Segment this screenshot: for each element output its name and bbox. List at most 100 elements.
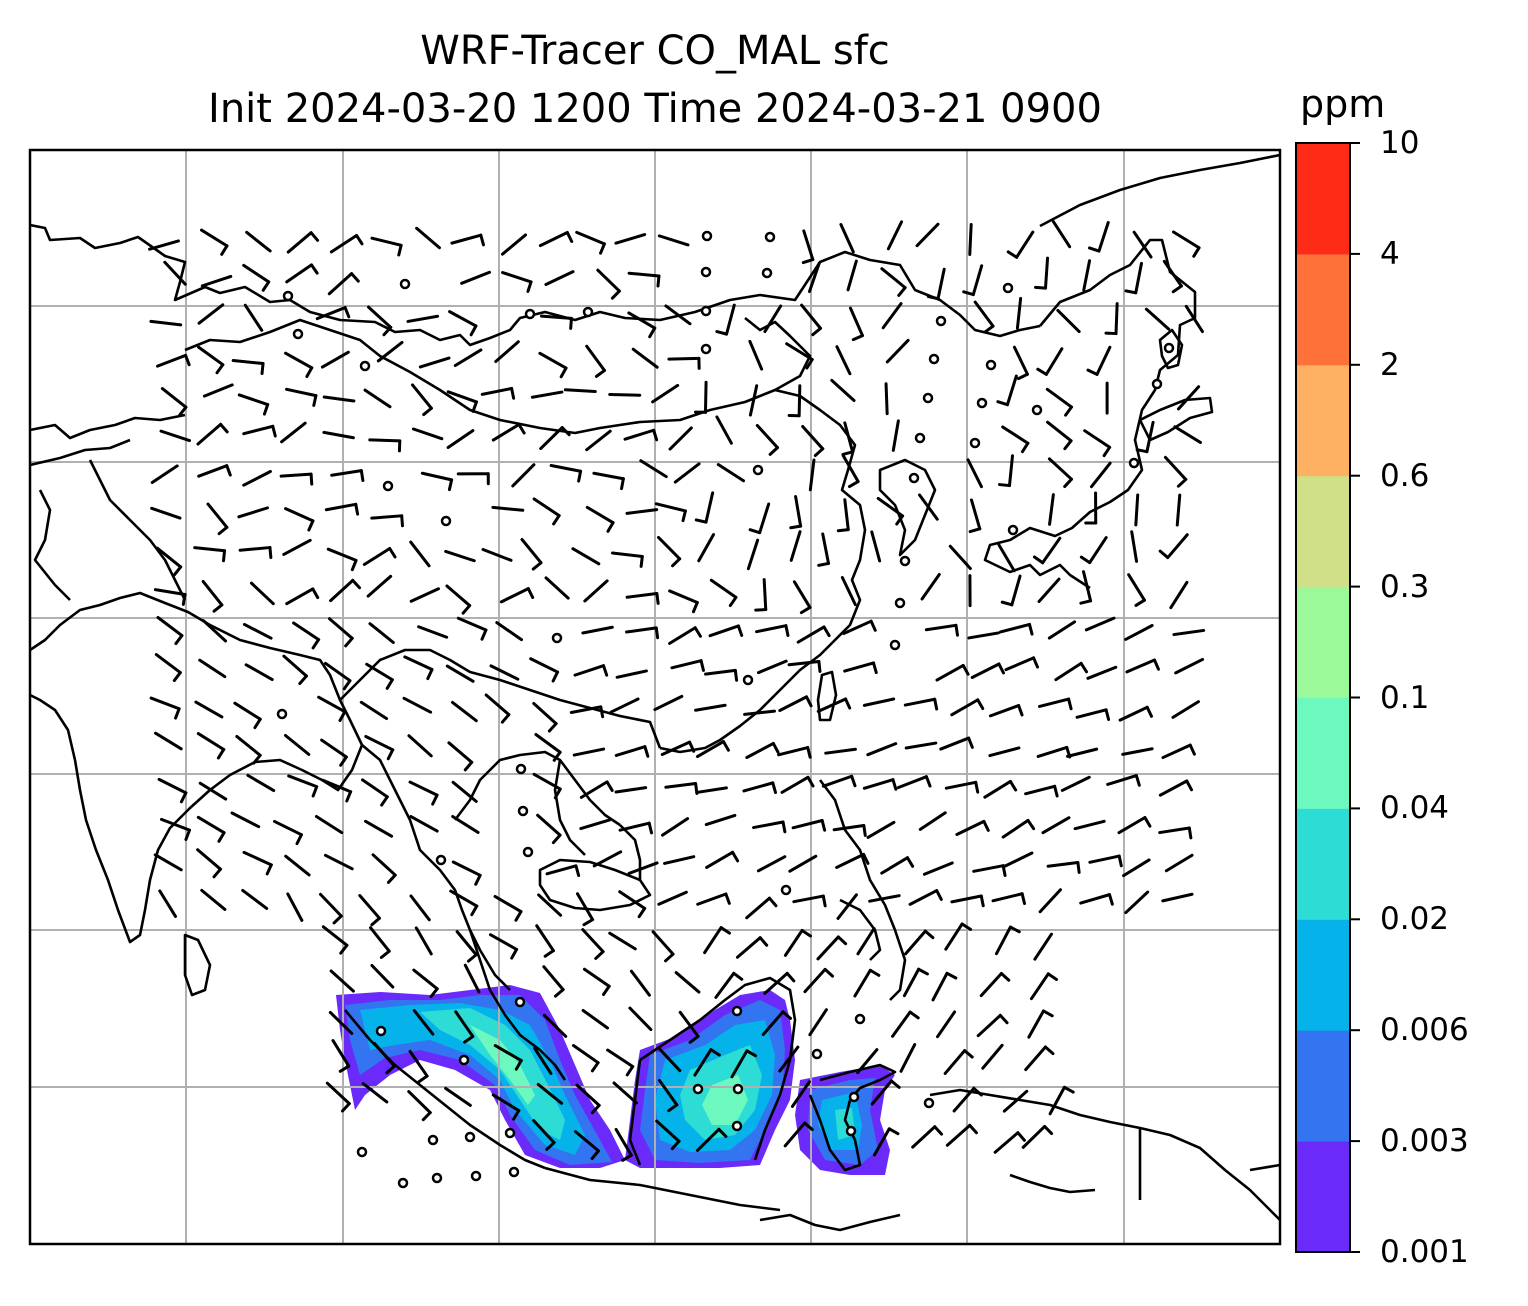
wind-barb bbox=[197, 345, 225, 367]
wind-barb bbox=[1114, 302, 1119, 336]
wind-barb bbox=[1144, 307, 1171, 331]
wind-barb-flag bbox=[1158, 549, 1170, 560]
wind-barb bbox=[1162, 259, 1183, 288]
wind-barb bbox=[615, 669, 648, 679]
wind-barb bbox=[1089, 461, 1112, 489]
wind-barb bbox=[955, 819, 986, 836]
calm-wind-marker bbox=[464, 1131, 476, 1143]
wind-barb bbox=[194, 700, 224, 719]
wind-barb bbox=[991, 892, 1024, 903]
wind-barb-flag bbox=[426, 668, 434, 681]
wind-barb-flag bbox=[717, 1127, 728, 1138]
colorbar-tick-label: 0.1 bbox=[1380, 679, 1430, 716]
colorbar-segment bbox=[1296, 919, 1350, 1031]
calm-wind-marker bbox=[752, 464, 764, 476]
wind-barb bbox=[848, 306, 864, 338]
wind-barb bbox=[915, 222, 940, 248]
wind-barb bbox=[704, 491, 715, 524]
wind-barb bbox=[328, 1010, 354, 1035]
wind-barb-flag bbox=[400, 514, 404, 528]
wind-barb-flag bbox=[268, 546, 273, 560]
wind-barb-flag bbox=[174, 634, 184, 646]
wind-barb bbox=[1130, 530, 1139, 563]
wind-barb bbox=[362, 547, 392, 566]
wind-barb bbox=[1012, 345, 1029, 376]
calm-wind-marker bbox=[440, 515, 452, 527]
wind-barb-flag bbox=[386, 748, 395, 761]
wind-barb-flag bbox=[979, 894, 985, 908]
wind-barb bbox=[606, 1048, 635, 1069]
calm-wind-marker bbox=[1007, 524, 1019, 536]
wind-barb-flag bbox=[637, 906, 647, 919]
wind-barb bbox=[948, 544, 972, 570]
wind-barb bbox=[876, 496, 905, 518]
wind-barb-flag bbox=[463, 760, 474, 772]
wind-barb-flag bbox=[222, 549, 227, 563]
wind-barb bbox=[450, 233, 483, 245]
wind-barb-flag bbox=[869, 619, 877, 632]
wind-barb bbox=[792, 580, 812, 609]
wind-barb bbox=[1010, 574, 1022, 607]
calm-wind-marker bbox=[935, 315, 947, 327]
colorbar-segment bbox=[1296, 808, 1350, 920]
wind-barb bbox=[444, 1086, 472, 1107]
wind-barb-flag bbox=[887, 1127, 900, 1136]
wind-barb bbox=[880, 267, 907, 290]
wind-barb-flag bbox=[510, 386, 516, 400]
wind-barb bbox=[449, 889, 479, 908]
calm-wind-marker bbox=[894, 597, 906, 609]
wind-barb bbox=[1046, 420, 1073, 443]
wind-barb bbox=[788, 854, 818, 873]
wind-barb bbox=[808, 1008, 828, 1037]
wind-barb bbox=[1127, 573, 1146, 602]
wind-barb-flag bbox=[724, 892, 731, 905]
wind-barb bbox=[1047, 457, 1073, 481]
wind-barb bbox=[150, 464, 179, 484]
wind-barb-flag bbox=[1185, 779, 1194, 792]
wind-barb-flag bbox=[470, 904, 479, 917]
wind-barb-flag bbox=[526, 587, 535, 600]
wind-barb-flag bbox=[972, 1086, 983, 1097]
wind-barb bbox=[664, 304, 692, 326]
wind-barb-flag bbox=[736, 624, 744, 637]
wind-barb bbox=[780, 775, 810, 794]
wind-barb-flag bbox=[821, 894, 827, 908]
wind-barbs bbox=[148, 220, 1206, 1189]
wind-barb bbox=[537, 893, 563, 917]
wind-barb-flag bbox=[599, 705, 605, 719]
wind-barb-flag bbox=[610, 289, 621, 300]
wind-barb bbox=[631, 347, 659, 369]
wind-barb bbox=[705, 850, 735, 869]
wind-barb bbox=[539, 426, 564, 451]
wind-barb-flag bbox=[933, 1125, 944, 1136]
colorbar-tick-label: 0.006 bbox=[1380, 1012, 1469, 1049]
wind-barb-flag bbox=[479, 233, 485, 247]
wind-barb-flag bbox=[526, 280, 533, 293]
coastline-segment bbox=[468, 929, 567, 1081]
wind-barb bbox=[282, 654, 308, 678]
wind-barb bbox=[451, 700, 478, 723]
wind-barb-flag bbox=[594, 368, 606, 378]
wind-barb bbox=[836, 893, 858, 920]
wind-barb bbox=[791, 818, 824, 830]
wind-barb bbox=[581, 928, 605, 954]
wind-barb-flag bbox=[998, 1013, 1009, 1025]
wind-barb-flag bbox=[305, 366, 314, 379]
calm-wind-marker bbox=[908, 472, 920, 484]
wind-barb-flag bbox=[309, 263, 319, 275]
wind-barb-flag bbox=[648, 326, 657, 339]
wind-barb bbox=[585, 344, 606, 372]
wind-barb bbox=[667, 356, 701, 361]
wind-barb-flag bbox=[339, 943, 349, 955]
wind-barb-flag bbox=[212, 603, 224, 613]
wind-barb-flag bbox=[551, 833, 562, 845]
wind-barb bbox=[1166, 533, 1189, 560]
wind-barb bbox=[988, 704, 1021, 718]
wind-barb-flag bbox=[422, 406, 433, 417]
wind-barb-flag bbox=[897, 286, 907, 297]
wind-barb bbox=[790, 1080, 811, 1108]
wind-barb bbox=[1106, 774, 1138, 786]
wind-barb-flag bbox=[847, 480, 860, 489]
wind-barb-flag bbox=[655, 591, 660, 605]
wind-barb bbox=[411, 427, 444, 441]
